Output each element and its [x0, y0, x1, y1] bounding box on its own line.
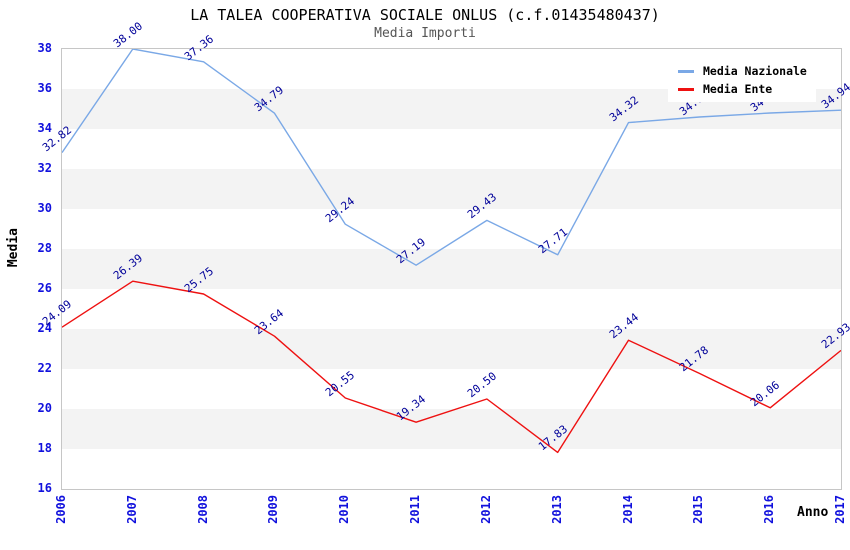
- legend-color-dash-red: [678, 87, 694, 91]
- x-tick-2012: 2012: [478, 495, 493, 524]
- x-tick-2010: 2010: [337, 495, 352, 524]
- y-tick-28: 28: [37, 241, 52, 255]
- x-tick-2013: 2013: [549, 495, 564, 524]
- x-tick-2011: 2011: [408, 495, 423, 524]
- y-tick-34: 34: [37, 121, 52, 135]
- y-tick-38: 38: [37, 41, 52, 55]
- x-tick-2016: 2016: [762, 495, 777, 524]
- y-tick-22: 22: [37, 361, 52, 375]
- y-tick-24: 24: [37, 321, 52, 335]
- y-tick-36: 36: [37, 81, 52, 95]
- chart-subtitle: Media Importi: [374, 26, 476, 41]
- series-line-0: [62, 49, 841, 266]
- chart-title: LA TALEA COOPERATIVA SOCIALE ONLUS (c.f.…: [190, 6, 660, 24]
- x-axis-title: Anno: [797, 505, 829, 520]
- y-tick-30: 30: [37, 201, 52, 215]
- x-tick-2017: 2017: [833, 495, 847, 524]
- series-line-1: [62, 280, 841, 454]
- plot-area: [61, 48, 842, 490]
- legend-color-dash-blue: [678, 69, 694, 73]
- y-tick-18: 18: [37, 441, 52, 455]
- legend-item-media-ente: Media Ente: [678, 80, 816, 98]
- line-series-canvas: [62, 49, 841, 454]
- legend-label: Media Ente: [703, 82, 773, 96]
- y-tick-26: 26: [37, 281, 52, 295]
- y-tick-20: 20: [37, 401, 52, 415]
- x-tick-2007: 2007: [124, 495, 139, 524]
- x-tick-2009: 2009: [266, 495, 281, 524]
- y-tick-32: 32: [37, 161, 52, 175]
- x-tick-2008: 2008: [195, 495, 210, 524]
- y-tick-16: 16: [37, 481, 52, 495]
- x-tick-2015: 2015: [691, 495, 706, 524]
- x-tick-2014: 2014: [620, 495, 635, 524]
- x-tick-2006: 2006: [54, 495, 68, 524]
- legend-item-media-nazionale: Media Nazionale: [678, 62, 816, 80]
- legend: Media Nazionale Media Ente: [668, 56, 816, 102]
- legend-label: Media Nazionale: [703, 64, 807, 78]
